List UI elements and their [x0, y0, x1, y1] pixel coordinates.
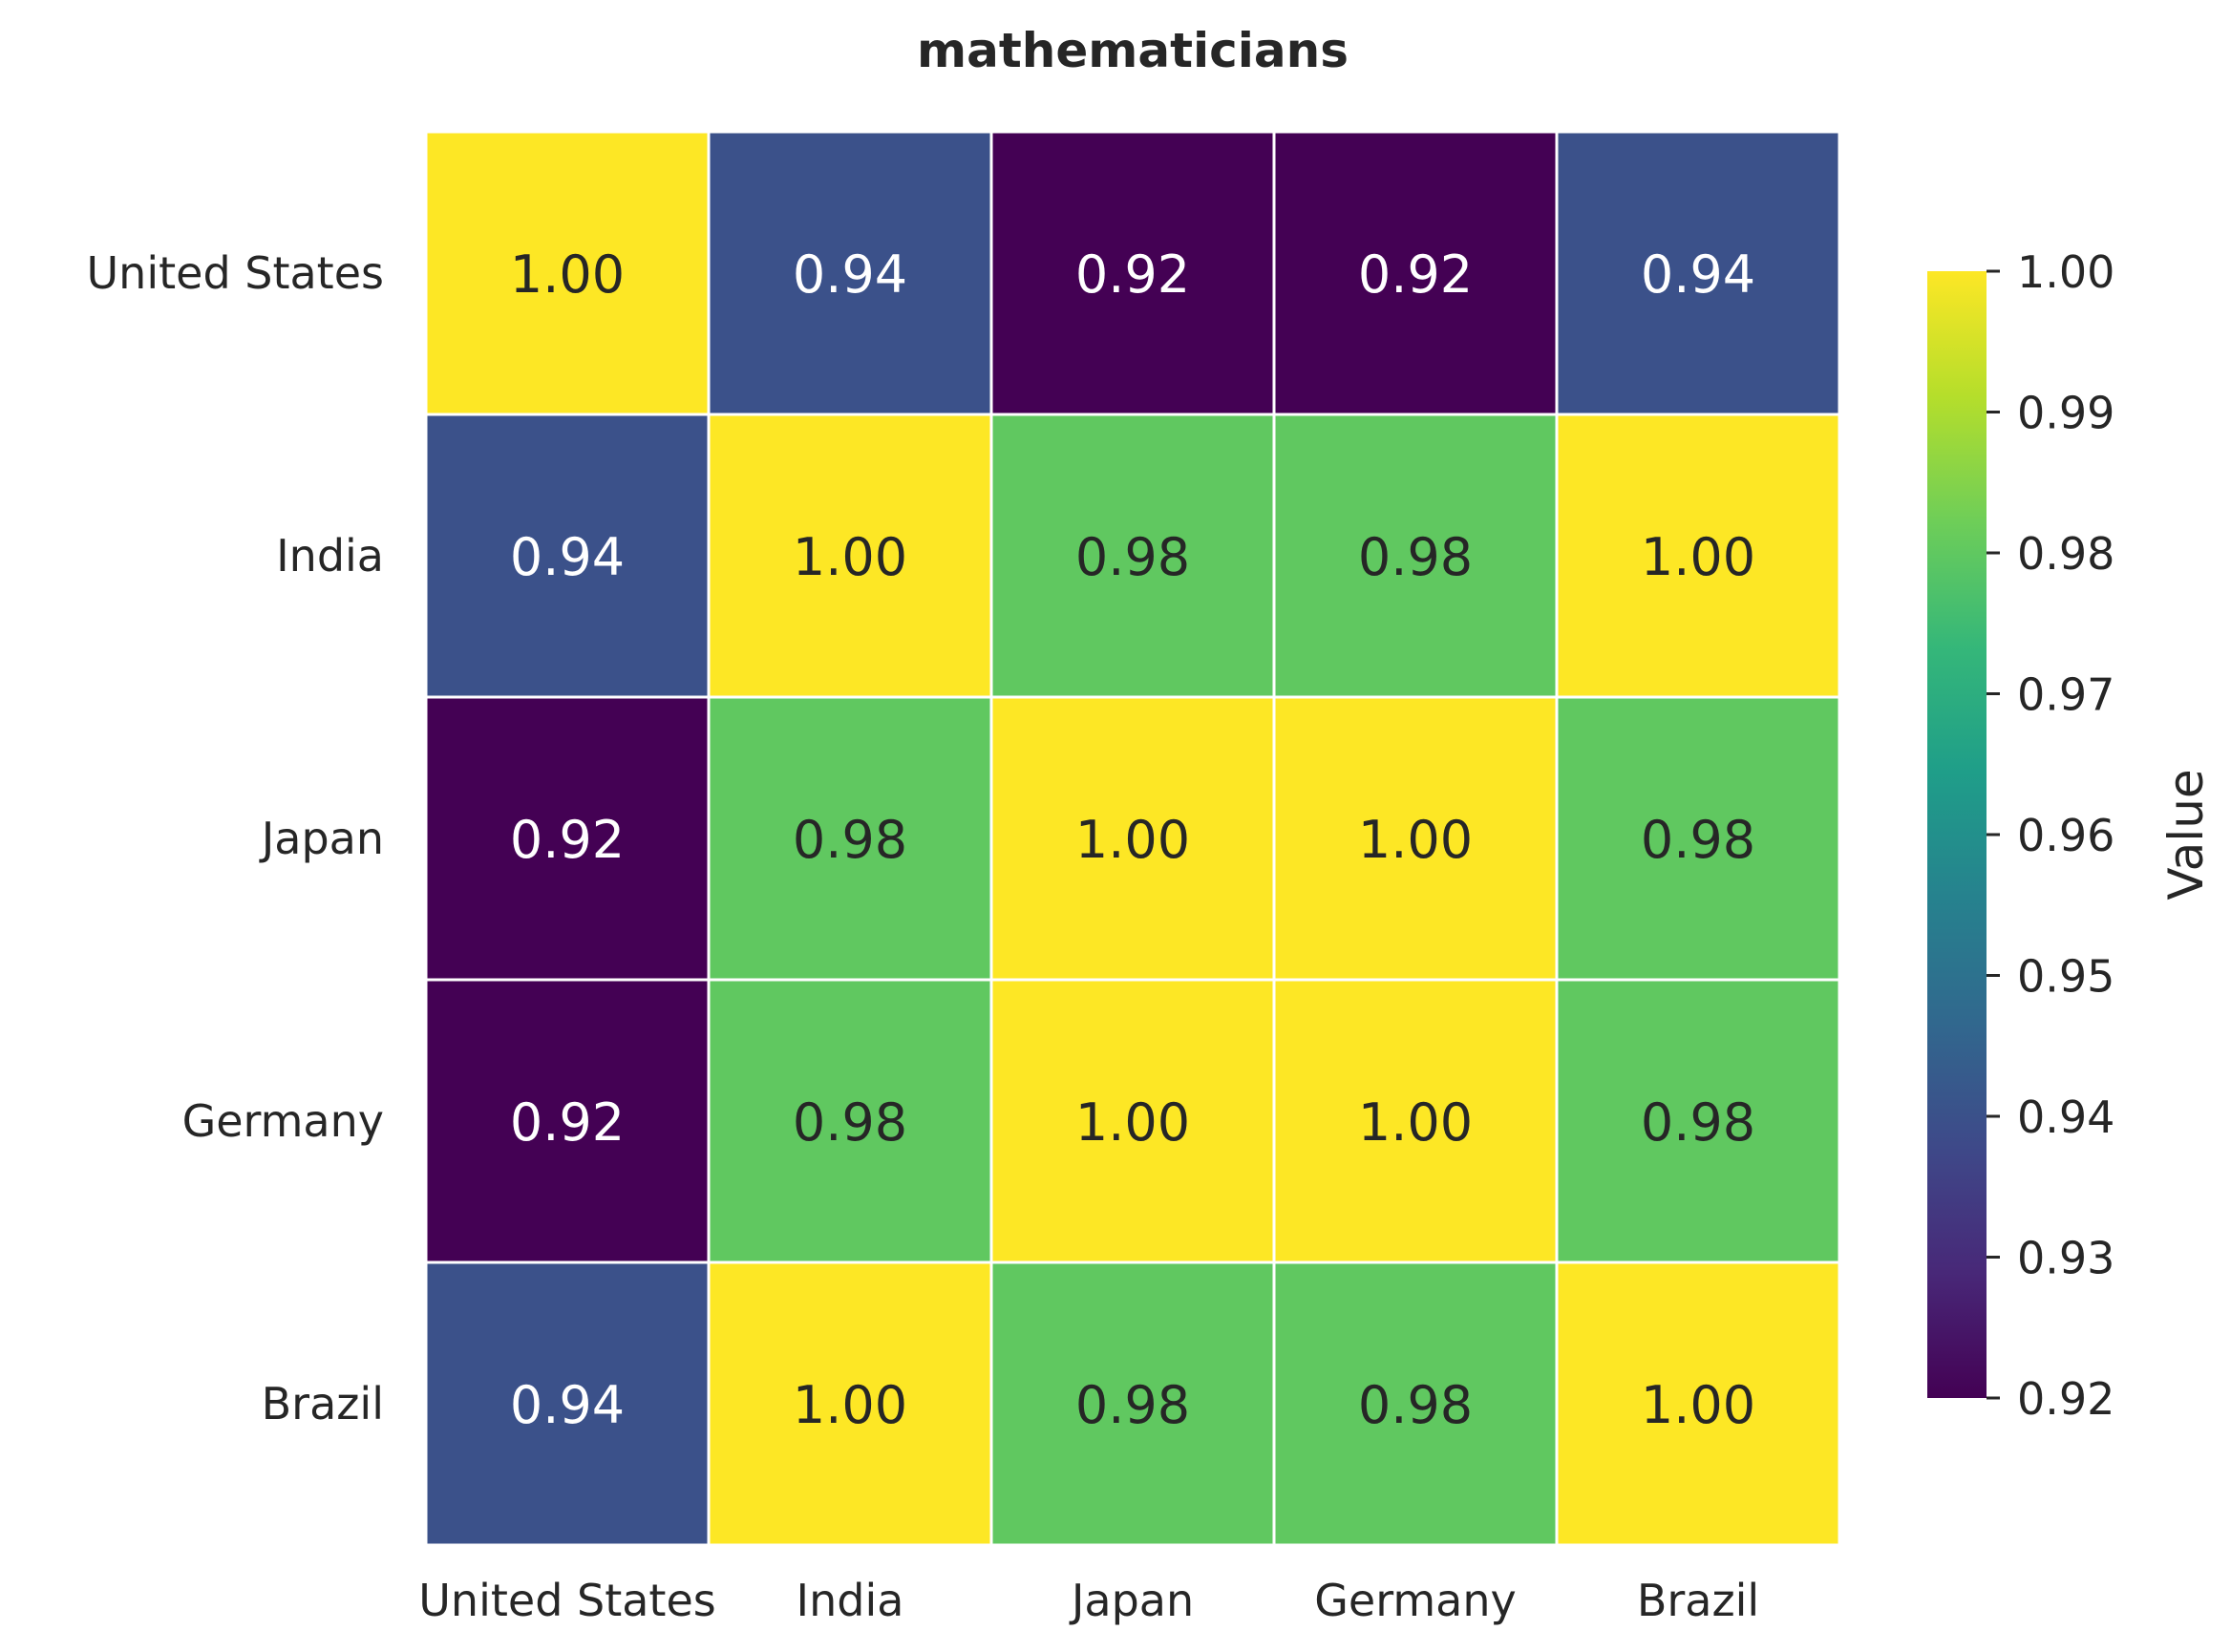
y-tick-label: Germany [182, 1095, 384, 1147]
heatmap-cell [707, 695, 993, 982]
cell-value-label: 0.98 [793, 1092, 907, 1153]
heatmap-cell [1272, 978, 1559, 1264]
chart-title: mathematicians [917, 23, 1349, 78]
x-tick-label: India [797, 1575, 904, 1626]
colorbar-tick-label: 0.96 [2017, 810, 2114, 861]
cell-value-label: 0.98 [1358, 1375, 1473, 1435]
colorbar-tick-label: 0.94 [2017, 1091, 2114, 1143]
colorbar-tick-label: 0.93 [2017, 1233, 2114, 1284]
colorbar-tick-label: 0.95 [2017, 951, 2114, 1003]
cell-value-label: 0.98 [1358, 527, 1473, 587]
cell-value-label: 0.92 [510, 1092, 625, 1153]
heatmap-cell [1272, 695, 1559, 982]
colorbar-tick-label: 1.00 [2017, 246, 2114, 298]
colorbar-gradient [1927, 271, 1987, 1398]
cell-value-label: 1.00 [1358, 810, 1473, 870]
y-tick-label: India [276, 530, 384, 582]
heatmap-cell [707, 1260, 993, 1547]
cell-value-label: 0.94 [510, 527, 625, 587]
heatmap-cell [1555, 695, 1841, 982]
heatmap-cell [989, 130, 1276, 416]
cell-value-label: 0.98 [1075, 1375, 1190, 1435]
y-tick-label: Japan [259, 813, 384, 864]
heatmap-cell [1555, 1260, 1841, 1547]
heatmap-cell [424, 130, 711, 416]
cell-value-label: 0.94 [1641, 244, 1755, 305]
x-axis-tick-labels: United States India Japan Germany Brazil [418, 1575, 1759, 1626]
x-tick-label: Germany [1314, 1575, 1516, 1626]
colorbar-tick-label: 0.98 [2017, 528, 2114, 580]
cell-value-label: 1.00 [793, 527, 907, 587]
heatmap-cell [1555, 413, 1841, 699]
y-tick-label: United States [87, 247, 385, 299]
colorbar-tick-label: 0.97 [2017, 669, 2114, 721]
cell-value-label: 0.92 [510, 810, 625, 870]
cell-value-label: 1.00 [1075, 1092, 1190, 1153]
cell-value-label: 0.98 [1641, 810, 1755, 870]
y-tick-label: Brazil [262, 1378, 384, 1430]
cell-value-label: 0.94 [793, 244, 907, 305]
cell-value-label: 1.00 [510, 244, 625, 305]
cell-value-label: 0.92 [1075, 244, 1190, 305]
x-tick-label: United States [418, 1575, 716, 1626]
colorbar-tick-label: 0.92 [2017, 1373, 2114, 1425]
heatmap-cell [1272, 130, 1559, 416]
cell-value-label: 0.98 [793, 810, 907, 870]
colorbar-tick-label: 0.99 [2017, 388, 2114, 439]
heatmap-cells: 1.00 0.94 0.92 0.92 0.94 0.94 1.00 0.98 0.98 1.00… [424, 130, 1841, 1547]
cell-value-label: 0.98 [1075, 527, 1190, 587]
cell-value-label: 1.00 [1641, 527, 1755, 587]
heatmap-cell [989, 1260, 1276, 1547]
heatmap-cell [1555, 130, 1841, 416]
heatmap-cell [989, 695, 1276, 982]
cell-value-label: 0.94 [510, 1375, 625, 1435]
heatmap-cell [424, 1260, 711, 1547]
heatmap-cell [1555, 978, 1841, 1264]
heatmap-cell [989, 413, 1276, 699]
heatmap-cell [989, 978, 1276, 1264]
cell-value-label: 0.92 [1358, 244, 1473, 305]
cell-value-label: 1.00 [1358, 1092, 1473, 1153]
y-axis-tick-labels: United States India Japan Germany Brazil [87, 247, 385, 1430]
heatmap-cell [707, 130, 993, 416]
colorbar: 0.92 0.93 0.94 0.95 0.96 0.97 0.98 0.99 1.00 Valu… [1927, 246, 2214, 1425]
cell-value-label: 1.00 [793, 1375, 907, 1435]
cell-value-label: 1.00 [1075, 810, 1190, 870]
heatmap-cell [707, 978, 993, 1264]
heatmap-cell [424, 978, 711, 1264]
cell-value-label: 1.00 [1641, 1375, 1755, 1435]
colorbar-label: Value [2158, 769, 2214, 900]
x-tick-label: Japan [1069, 1575, 1194, 1626]
cell-value-label: 0.98 [1641, 1092, 1755, 1153]
heatmap-cell [424, 413, 711, 699]
x-tick-label: Brazil [1637, 1575, 1759, 1626]
